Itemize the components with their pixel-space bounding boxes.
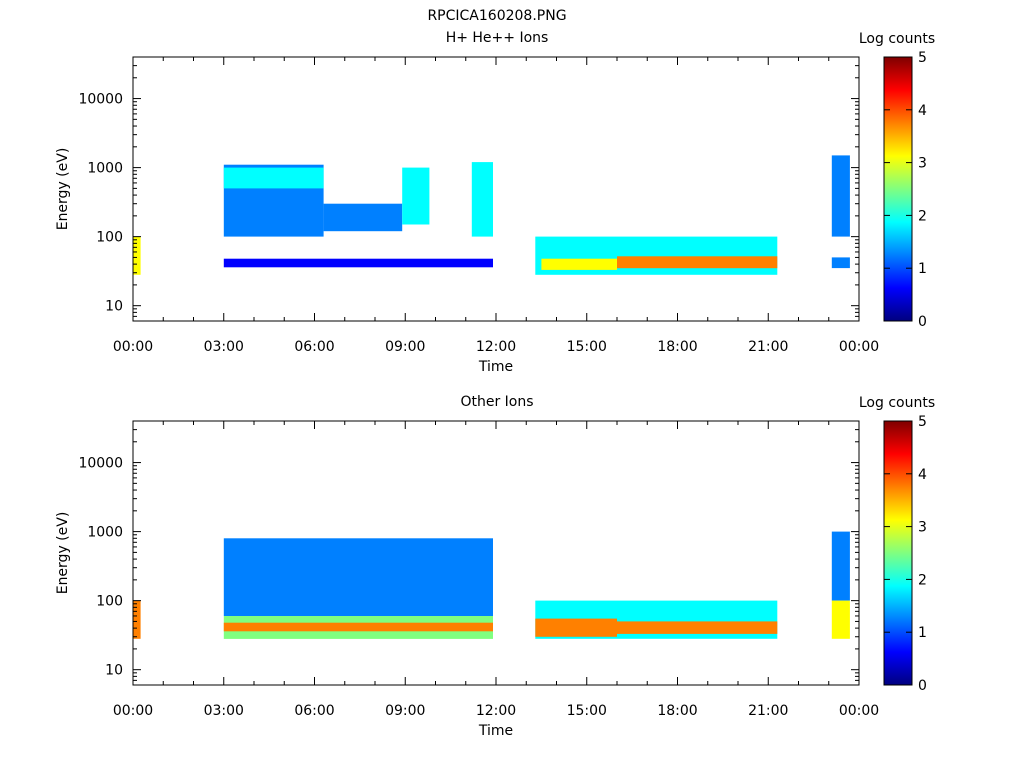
x-tick-label: 21:00	[748, 339, 788, 355]
x-tick-label: 00:00	[839, 339, 879, 355]
colorbar: 0 1 2 3 4 5	[883, 414, 927, 694]
x-tick-label: 06:00	[294, 703, 334, 719]
x-tick-label: 00:00	[113, 703, 153, 719]
y-tick-label: 10	[105, 663, 123, 679]
x-tick-label: 00:00	[113, 339, 153, 355]
x-tick-label: 06:00	[294, 339, 334, 355]
colorbar-tick-label: 0	[918, 678, 927, 694]
heatmap-cell	[133, 236, 141, 275]
y-tick-label: 10000	[78, 92, 123, 108]
x-tick-label: 09:00	[385, 703, 425, 719]
colorbar-label: Log counts	[859, 395, 935, 411]
heatmap-cell	[617, 256, 778, 269]
plot-frame	[132, 420, 860, 686]
colorbar-gradient	[883, 56, 913, 322]
heatmap-cell	[831, 257, 850, 269]
colorbar-tick-label: 4	[918, 103, 927, 119]
y-axis-label: Energy (eV)	[55, 512, 71, 595]
y-tick-label: 1000	[87, 161, 123, 177]
heatmap-data	[133, 531, 850, 639]
heatmap-cell	[831, 155, 850, 237]
x-tick-label: 18:00	[657, 339, 697, 355]
heatmap-cell	[223, 622, 494, 632]
x-tick-label: 03:00	[204, 339, 244, 355]
y-tick-label: 100	[96, 594, 123, 610]
colorbar-tick-label: 1	[918, 261, 927, 277]
colorbar-tick-label: 3	[918, 520, 927, 536]
plot-frame	[132, 56, 860, 322]
heatmap-cell	[617, 621, 778, 634]
colorbar-label: Log counts	[859, 31, 935, 47]
colorbar-tick-label: 0	[918, 314, 927, 330]
heatmap-cell	[223, 538, 494, 616]
y-axis-label: Energy (eV)	[55, 148, 71, 231]
y-tick-label: 10	[105, 299, 123, 315]
panel-h-he-ions: H+ He++ Ions 00:00 03:00 06:00 09:00 12:00 15…	[55, 30, 935, 375]
figure-title: RPCICA160208.PNG	[427, 8, 566, 24]
x-axis-label: Time	[478, 723, 513, 739]
axes: 00:00 03:00 06:00 09:00 12:00 15:00 18:00 21:00…	[78, 420, 879, 719]
colorbar-tick-label: 2	[918, 572, 927, 588]
x-tick-label: 09:00	[385, 339, 425, 355]
colorbar: 0 1 2 3 4 5	[883, 50, 927, 330]
colorbar-tick-label: 1	[918, 625, 927, 641]
heatmap-cell	[133, 600, 141, 639]
y-tick-label: 100	[96, 230, 123, 246]
heatmap-cell	[831, 531, 850, 601]
x-tick-label: 00:00	[839, 703, 879, 719]
heatmap-data	[133, 155, 850, 275]
x-tick-label: 12:00	[476, 339, 516, 355]
panel-other-ions: Other Ions 00:00 03:00 06:00 09:00 12:00 15:0…	[55, 394, 935, 739]
x-tick-label: 15:00	[567, 339, 607, 355]
heatmap-cell	[402, 167, 430, 225]
x-tick-label: 18:00	[657, 703, 697, 719]
x-axis-label: Time	[478, 359, 513, 375]
heatmap-cell	[223, 258, 494, 268]
y-tick-label: 10000	[78, 456, 123, 472]
panel-title: H+ He++ Ions	[446, 30, 549, 46]
colorbar-tick-label: 5	[918, 50, 927, 66]
colorbar-tick-label: 4	[918, 467, 927, 483]
heatmap-cell	[831, 600, 850, 639]
heatmap-cell	[323, 203, 403, 232]
heatmap-cell	[471, 162, 493, 237]
y-tick-label: 1000	[87, 525, 123, 541]
colorbar-gradient	[883, 420, 913, 686]
x-tick-label: 12:00	[476, 703, 516, 719]
colorbar-tick-label: 5	[918, 414, 927, 430]
axes: 00:00 03:00 06:00 09:00 12:00 15:00 18:00 21:00…	[78, 56, 879, 355]
colorbar-tick-label: 3	[918, 156, 927, 172]
heatmap-cell	[541, 258, 617, 270]
heatmap-cell	[223, 167, 324, 189]
x-tick-label: 03:00	[204, 703, 244, 719]
colorbar-tick-label: 2	[918, 208, 927, 224]
x-tick-label: 21:00	[748, 703, 788, 719]
x-tick-label: 15:00	[567, 703, 607, 719]
heatmap-cell	[535, 618, 617, 637]
panel-title: Other Ions	[460, 394, 533, 410]
